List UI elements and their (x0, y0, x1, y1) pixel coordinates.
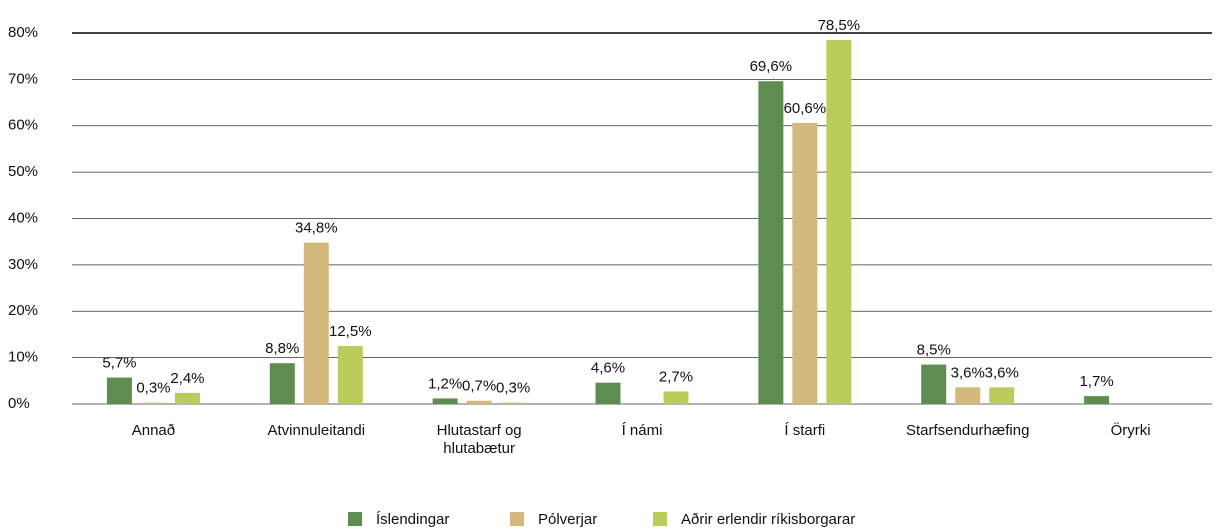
legend-label: Aðrir erlendir ríkisborgarar (681, 511, 855, 528)
bar (432, 398, 458, 404)
x-tick-label: Hlutastarf og hlutabætur (436, 422, 522, 457)
bar (303, 242, 329, 404)
x-tick-label: Í námi (621, 422, 663, 439)
data-label: 78,5% (818, 17, 861, 34)
data-label: 8,8% (265, 340, 299, 357)
data-label: 3,6% (985, 364, 1019, 381)
legend-swatch (348, 512, 362, 526)
bar (140, 402, 166, 404)
data-label: 34,8% (295, 220, 338, 237)
data-label: 2,7% (659, 368, 693, 385)
x-tick-label: Starfsendurhæfing (906, 422, 1030, 439)
x-tick-label: Öryrki (1110, 422, 1151, 439)
bar (269, 363, 295, 404)
bar (174, 392, 200, 404)
data-label: 4,6% (591, 360, 625, 377)
y-tick-label: 10% (8, 349, 38, 366)
bar (466, 400, 492, 404)
data-label: 5,7% (102, 355, 136, 372)
data-label: 0,3% (136, 380, 170, 397)
data-label: 3,6% (951, 364, 985, 381)
legend-label: Íslendingar (376, 511, 449, 528)
bar (663, 391, 689, 404)
data-label: 0,7% (462, 378, 496, 395)
bar (955, 387, 981, 404)
data-label: 60,6% (784, 100, 827, 117)
bar (758, 81, 784, 404)
data-label: 8,5% (917, 342, 951, 359)
bar (1084, 396, 1110, 404)
x-tick-label: Annað (131, 422, 176, 439)
y-tick-label: 20% (8, 302, 38, 319)
data-label: 2,4% (170, 370, 204, 387)
data-label: 69,6% (750, 58, 793, 75)
bar (792, 122, 818, 404)
legend-swatch (653, 512, 667, 526)
bar (106, 377, 132, 404)
x-tick-label: Í starfi (784, 422, 826, 439)
data-label: 1,2% (428, 375, 462, 392)
legend-label: Pólverjar (538, 511, 597, 528)
bar (500, 402, 526, 404)
y-tick-label: 30% (8, 256, 38, 273)
y-tick-label: 40% (8, 209, 38, 226)
y-tick-label: 60% (8, 117, 38, 134)
legend-swatch (510, 512, 524, 526)
bar (989, 387, 1015, 404)
x-tick-label: Atvinnuleitandi (267, 422, 366, 439)
data-label: 12,5% (329, 323, 372, 340)
bar (337, 346, 363, 404)
y-tick-label: 0% (8, 395, 30, 412)
y-tick-label: 70% (8, 70, 38, 87)
data-label: 1,7% (1079, 373, 1113, 390)
y-tick-label: 80% (8, 24, 38, 41)
data-label: 0,3% (496, 380, 530, 397)
bar (826, 39, 852, 405)
y-tick-label: 50% (8, 163, 38, 180)
bar (921, 364, 947, 404)
bar (595, 382, 621, 404)
